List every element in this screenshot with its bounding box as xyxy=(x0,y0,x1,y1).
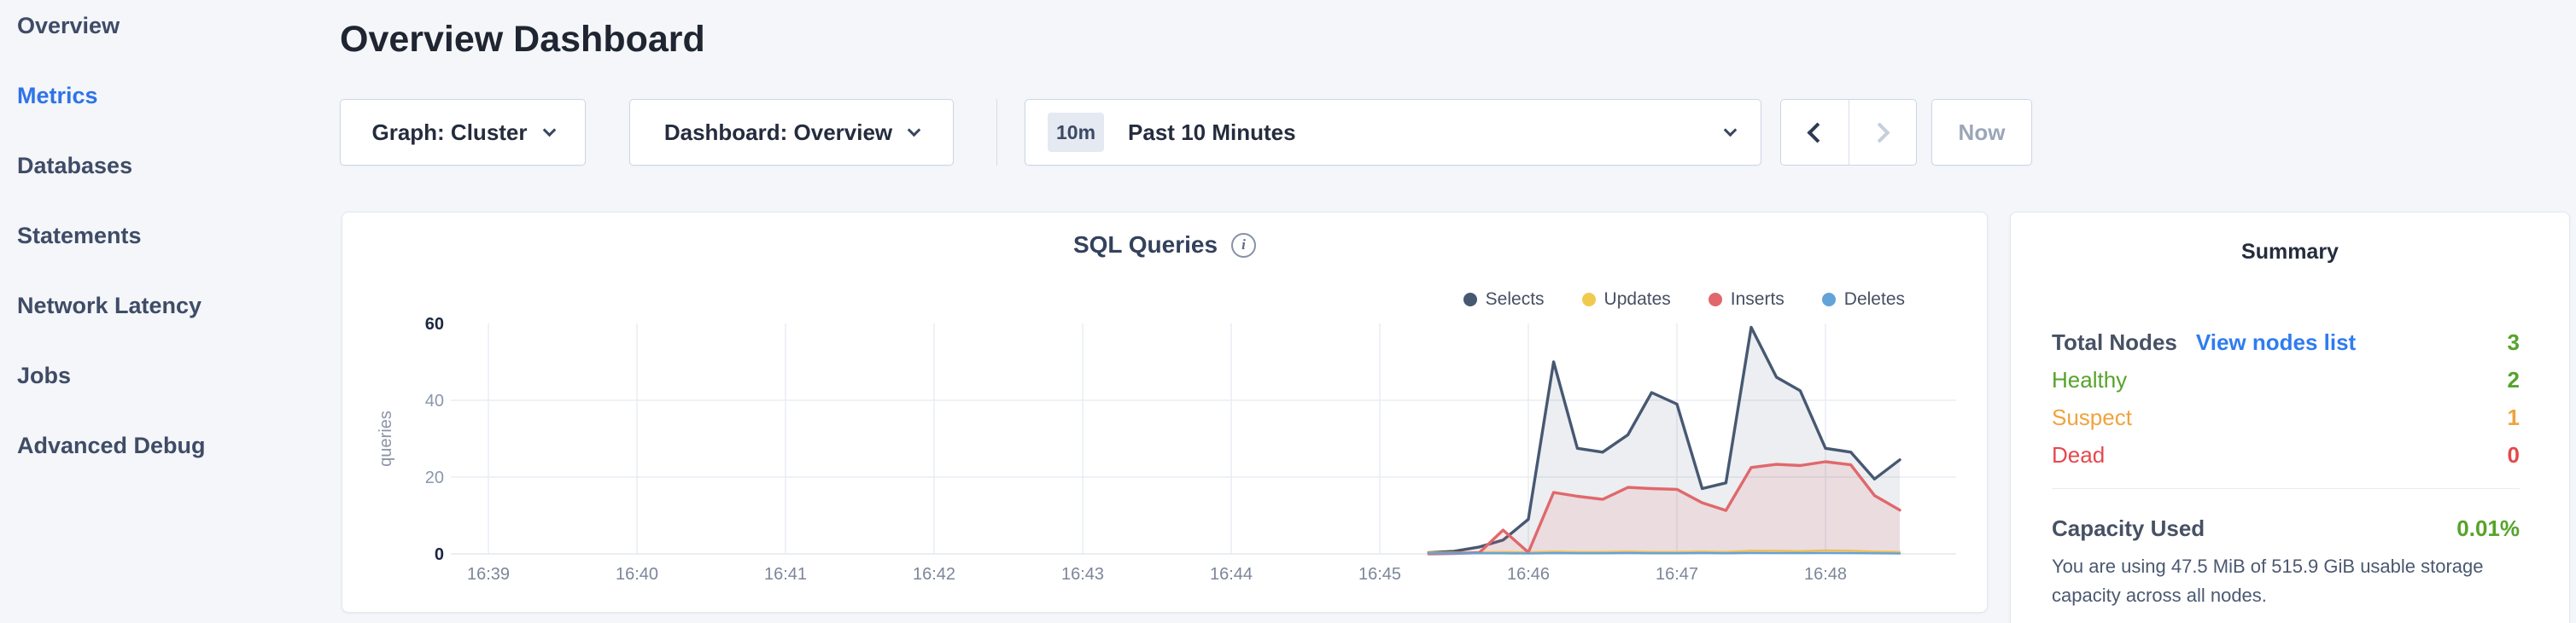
chevron-down-icon xyxy=(1723,123,1738,137)
time-prev-button[interactable] xyxy=(1781,100,1849,165)
capacity-note: You are using 47.5 MiB of 515.9 GiB usab… xyxy=(2052,556,2484,606)
dashboard-dropdown[interactable]: Dashboard: Overview xyxy=(629,99,954,166)
svg-text:16:45: 16:45 xyxy=(1358,565,1401,584)
legend-dot-icon xyxy=(1581,293,1596,306)
svg-text:16:42: 16:42 xyxy=(913,565,955,584)
sidebar-item-overview[interactable]: Overview xyxy=(17,13,120,38)
svg-text:16:41: 16:41 xyxy=(764,565,807,584)
summary-row-suspect: Suspect 1 xyxy=(2052,399,2520,436)
legend-item-deletes[interactable]: Deletes xyxy=(1821,289,1905,310)
sidebar-item-advanced-debug[interactable]: Advanced Debug xyxy=(17,433,206,458)
legend-label: Selects xyxy=(1485,289,1545,309)
chevron-left-icon xyxy=(1807,121,1828,143)
summary-row-label: Dead xyxy=(2052,441,2106,468)
sidebar-item-network-latency[interactable]: Network Latency xyxy=(17,293,202,318)
controls-divider xyxy=(996,99,997,166)
summary-row-label: Total Nodes xyxy=(2052,329,2177,355)
sidebar-item-statements[interactable]: Statements xyxy=(17,223,142,248)
chart-title: SQL Queries xyxy=(1072,231,1218,258)
chevron-down-icon xyxy=(542,123,556,137)
chevron-right-icon xyxy=(1869,121,1890,143)
svg-text:16:44: 16:44 xyxy=(1210,565,1253,584)
sidebar-item-metrics[interactable]: Metrics xyxy=(17,83,98,108)
legend-dot-icon xyxy=(1708,293,1722,306)
legend-label: Deletes xyxy=(1843,289,1905,309)
summary-row-healthy: Healthy 2 xyxy=(2052,361,2520,399)
sidebar-item-databases[interactable]: Databases xyxy=(17,153,133,178)
time-range-label: Past 10 Minutes xyxy=(1128,119,1296,145)
now-button[interactable]: Now xyxy=(1931,99,2032,166)
time-step-button-group xyxy=(1780,99,1917,166)
legend-item-inserts[interactable]: Inserts xyxy=(1708,289,1785,310)
legend-item-updates[interactable]: Updates xyxy=(1581,289,1671,310)
chart-legend: Selects Updates Inserts Deletes xyxy=(1463,289,1905,310)
svg-text:16:40: 16:40 xyxy=(616,565,658,584)
summary-row-value: 1 xyxy=(2507,404,2520,430)
view-nodes-list-link[interactable]: View nodes list xyxy=(2195,329,2357,355)
time-range-dropdown[interactable]: 10m Past 10 Minutes xyxy=(1025,99,1761,166)
time-next-button[interactable] xyxy=(1848,100,1917,165)
dashboard-dropdown-label: Dashboard: Overview xyxy=(663,119,893,145)
sidebar-item-jobs[interactable]: Jobs xyxy=(17,363,72,388)
summary-row-label: Suspect xyxy=(2052,404,2132,430)
page-title: Overview Dashboard xyxy=(340,19,705,60)
svg-text:20: 20 xyxy=(425,469,444,487)
legend-label: Updates xyxy=(1603,289,1671,309)
svg-text:0: 0 xyxy=(435,545,444,564)
legend-dot-icon xyxy=(1821,293,1836,306)
capacity-used-label: Capacity Used xyxy=(2052,515,2205,541)
graph-dropdown[interactable]: Graph: Cluster xyxy=(340,99,586,166)
summary-panel: Summary Total Nodes View nodes list 3 Healt… xyxy=(2010,212,2570,623)
legend-dot-icon xyxy=(1463,293,1477,306)
sql-queries-chart-card: 0 20 40 60 16:39 16:40 16:41 16:42 16:43 16:44 16:… xyxy=(342,212,1988,613)
legend-label: Inserts xyxy=(1730,289,1785,309)
summary-row-label: Healthy xyxy=(2052,366,2128,393)
summary-row-value: 2 xyxy=(2507,366,2520,393)
legend-item-selects[interactable]: Selects xyxy=(1463,289,1545,310)
summary-row-total-nodes: Total Nodes View nodes list 3 xyxy=(2052,323,2520,361)
summary-row-dead: Dead 0 xyxy=(2052,436,2520,474)
summary-rows: Total Nodes View nodes list 3 Healthy 2 Suspe… xyxy=(2052,323,2520,474)
svg-text:16:48: 16:48 xyxy=(1804,565,1847,584)
sql-queries-chart: 0 20 40 60 16:39 16:40 16:41 16:42 16:43 16:44 16:… xyxy=(377,315,1956,584)
svg-text:60: 60 xyxy=(425,315,444,334)
svg-text:40: 40 xyxy=(425,392,444,410)
chevron-down-icon xyxy=(907,123,921,137)
time-range-badge: 10m xyxy=(1048,113,1105,152)
info-icon[interactable]: i xyxy=(1231,232,1257,258)
summary-row-value: 3 xyxy=(2507,329,2520,355)
svg-text:queries: queries xyxy=(377,410,395,467)
capacity-used-value: 0.01% xyxy=(2456,515,2520,541)
sidebar-nav: Overview Metrics Databases Statements Networ… xyxy=(0,10,324,500)
svg-text:16:43: 16:43 xyxy=(1061,565,1104,584)
svg-text:16:39: 16:39 xyxy=(467,565,510,584)
svg-text:16:47: 16:47 xyxy=(1656,565,1698,584)
svg-text:16:46: 16:46 xyxy=(1507,565,1550,584)
summary-row-value: 0 xyxy=(2507,441,2520,468)
summary-title: Summary xyxy=(2241,240,2339,264)
summary-divider xyxy=(2052,488,2520,489)
graph-dropdown-label: Graph: Cluster xyxy=(371,119,528,145)
